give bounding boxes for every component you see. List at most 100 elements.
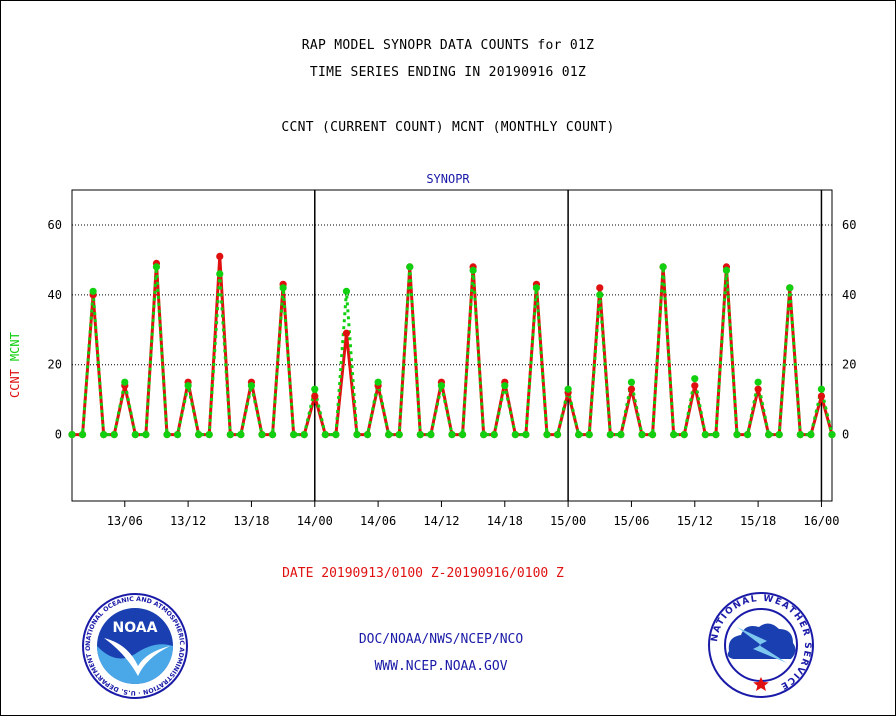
x-tick-label-3: 14/00 bbox=[297, 514, 333, 528]
data-point-mcnt-6 bbox=[131, 431, 139, 439]
y-tick-label-left-0: 0 bbox=[55, 428, 62, 442]
data-point-mcnt-23 bbox=[311, 385, 319, 393]
x-tick-label-6: 14/18 bbox=[487, 514, 523, 528]
noaa-logo-text: NOAA bbox=[113, 620, 158, 636]
data-point-mcnt-53 bbox=[627, 378, 636, 386]
data-point-mcnt-33 bbox=[416, 431, 424, 439]
data-point-mcnt-16 bbox=[237, 431, 245, 439]
y-tick-label-right-0: 0 bbox=[842, 428, 849, 442]
y-tick-label-right-60: 60 bbox=[842, 218, 856, 232]
data-point-ccnt-23 bbox=[311, 392, 319, 400]
data-point-mcnt-41 bbox=[501, 382, 509, 390]
data-point-mcnt-21 bbox=[290, 431, 298, 439]
data-point-mcnt-17 bbox=[247, 382, 256, 390]
data-point-mcnt-37 bbox=[458, 431, 467, 439]
data-point-mcnt-39 bbox=[480, 431, 488, 439]
data-point-mcnt-11 bbox=[184, 382, 192, 390]
data-point-mcnt-36 bbox=[448, 431, 456, 439]
data-point-ccnt-71 bbox=[817, 392, 826, 400]
data-point-mcnt-47 bbox=[564, 385, 572, 393]
data-point-mcnt-51 bbox=[606, 431, 614, 439]
data-point-mcnt-8 bbox=[152, 263, 161, 271]
data-point-mcnt-43 bbox=[522, 431, 530, 439]
data-point-mcnt-2 bbox=[89, 287, 97, 295]
data-point-mcnt-66 bbox=[765, 431, 773, 439]
data-point-mcnt-46 bbox=[553, 431, 562, 439]
x-tick-label-4: 14/06 bbox=[360, 514, 396, 528]
data-point-ccnt-26 bbox=[342, 329, 351, 337]
data-point-mcnt-42 bbox=[511, 431, 519, 439]
data-point-mcnt-10 bbox=[173, 431, 182, 439]
data-point-mcnt-12 bbox=[195, 431, 203, 439]
y-tick-label-left-60: 60 bbox=[48, 218, 62, 232]
data-point-mcnt-58 bbox=[680, 431, 688, 439]
data-point-mcnt-54 bbox=[638, 431, 646, 439]
data-point-mcnt-63 bbox=[733, 431, 741, 439]
data-point-mcnt-35 bbox=[437, 382, 446, 390]
data-point-mcnt-69 bbox=[796, 431, 804, 439]
x-tick-label-10: 15/18 bbox=[740, 514, 776, 528]
data-point-mcnt-49 bbox=[585, 431, 593, 439]
y-tick-label-left-20: 20 bbox=[48, 358, 62, 372]
x-tick-label-1: 13/12 bbox=[170, 514, 206, 528]
data-point-mcnt-34 bbox=[427, 431, 435, 439]
data-point-mcnt-65 bbox=[754, 378, 762, 386]
x-tick-label-7: 15/00 bbox=[550, 514, 586, 528]
data-point-mcnt-55 bbox=[648, 431, 657, 439]
x-tick-label-11: 16/00 bbox=[803, 514, 839, 528]
data-point-mcnt-0 bbox=[68, 431, 76, 439]
plot-title: SYNOPR bbox=[426, 172, 470, 186]
data-point-mcnt-67 bbox=[775, 431, 783, 439]
data-point-mcnt-38 bbox=[469, 266, 477, 274]
data-point-mcnt-56 bbox=[659, 263, 667, 271]
data-point-mcnt-32 bbox=[406, 263, 414, 271]
data-point-mcnt-29 bbox=[374, 378, 382, 386]
nws-logo-icon: NATIONAL WEATHER SERVICE bbox=[708, 592, 814, 698]
data-point-mcnt-71 bbox=[817, 385, 826, 393]
data-point-mcnt-18 bbox=[258, 431, 266, 439]
data-point-mcnt-52 bbox=[617, 431, 625, 439]
x-tick-label-5: 14/12 bbox=[423, 514, 459, 528]
x-tick-label-9: 15/12 bbox=[677, 514, 713, 528]
data-point-mcnt-70 bbox=[807, 431, 815, 439]
chart-title: RAP MODEL SYNOPR DATA COUNTS for 01Z bbox=[301, 38, 595, 53]
data-point-mcnt-5 bbox=[121, 378, 129, 386]
data-point-mcnt-31 bbox=[395, 431, 403, 439]
series-line-ccnt bbox=[72, 254, 834, 437]
x-tick-label-0: 13/06 bbox=[107, 514, 143, 528]
data-point-mcnt-13 bbox=[205, 431, 213, 439]
day-boundary-layer bbox=[314, 190, 823, 501]
grid-layer bbox=[72, 224, 832, 366]
chart-series-description: CCNT (CURRENT COUNT) MCNT (MONTHLY COUNT… bbox=[281, 120, 615, 135]
y-tick-label-left-40: 40 bbox=[48, 288, 62, 302]
x-tick-label-2: 13/18 bbox=[233, 514, 269, 528]
data-point-mcnt-62 bbox=[722, 266, 731, 274]
data-point-mcnt-59 bbox=[691, 375, 699, 383]
data-point-mcnt-19 bbox=[268, 431, 277, 439]
data-point-mcnt-20 bbox=[279, 284, 287, 292]
plot-area bbox=[71, 189, 833, 502]
data-point-mcnt-45 bbox=[543, 431, 551, 439]
org-label: DOC/NOAA/NWS/NCEP/NCO bbox=[358, 632, 524, 647]
data-point-mcnt-64 bbox=[743, 431, 752, 439]
data-point-mcnt-15 bbox=[226, 431, 234, 439]
chart-subtitle: TIME SERIES ENDING IN 20190916 01Z bbox=[309, 65, 587, 80]
data-point-mcnt-68 bbox=[786, 284, 794, 292]
data-point-mcnt-28 bbox=[363, 431, 372, 439]
series-layer bbox=[68, 252, 836, 439]
data-point-mcnt-22 bbox=[300, 431, 308, 439]
data-point-mcnt-27 bbox=[353, 431, 361, 439]
data-point-ccnt-65 bbox=[754, 385, 762, 393]
x-tick-label-8: 15/06 bbox=[613, 514, 649, 528]
data-point-mcnt-72 bbox=[828, 431, 836, 439]
data-point-mcnt-48 bbox=[575, 431, 583, 439]
website-link[interactable]: WWW.NCEP.NOAA.GOV bbox=[374, 659, 508, 674]
y-tick-label-right-20: 20 bbox=[842, 358, 856, 372]
data-point-mcnt-9 bbox=[163, 431, 171, 439]
x-axis-layer: 13/06 13/12 13/18 14/00 14/06 14/12 14/18 15/00… bbox=[107, 501, 840, 528]
date-range-label: DATE 20190913/0100 Z-20190916/0100 Z bbox=[282, 566, 564, 581]
data-point-mcnt-7 bbox=[142, 431, 150, 439]
data-point-mcnt-24 bbox=[321, 431, 329, 439]
data-point-mcnt-25 bbox=[332, 431, 340, 439]
